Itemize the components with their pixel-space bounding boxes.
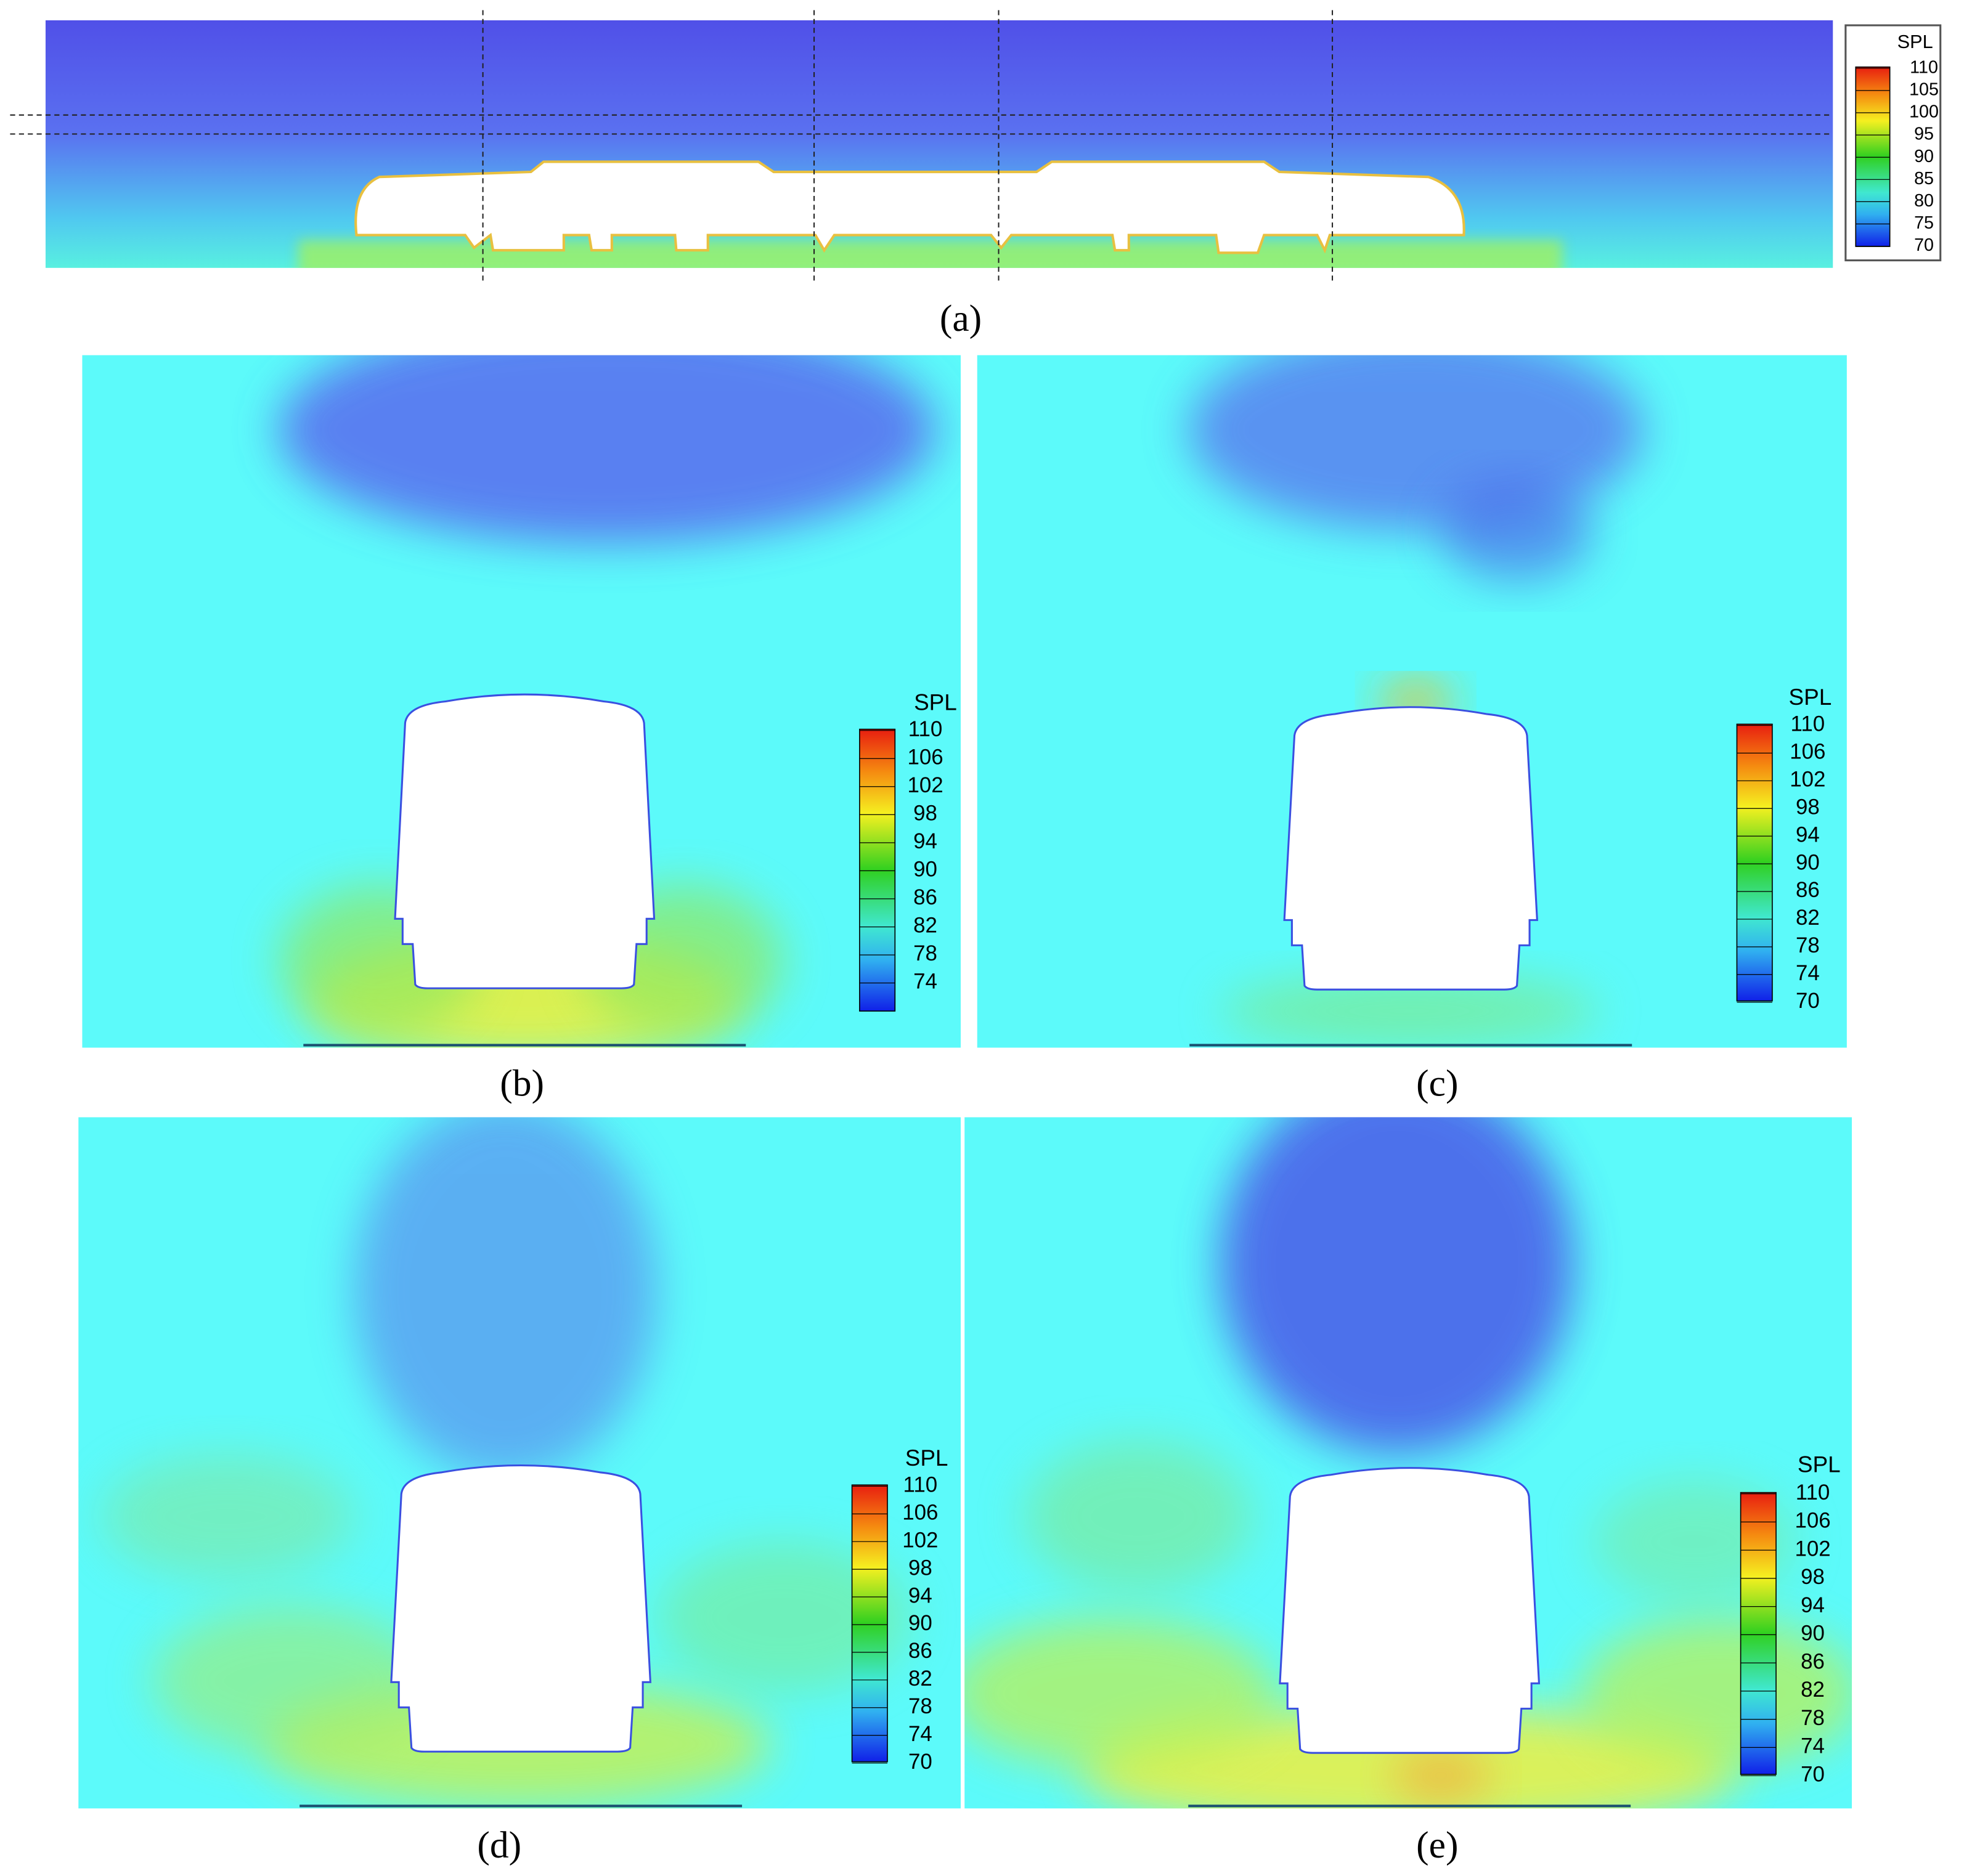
colorbar [1736, 723, 1773, 1002]
colorbar-tick-label: 106 [902, 1500, 938, 1524]
colorbar-tick-label: 74 [1796, 961, 1820, 985]
field-region [1390, 1750, 1492, 1801]
colorbar-tick-label: 86 [1796, 878, 1820, 902]
colorbar-tick-label: 95 [1914, 124, 1934, 144]
colorbar-tick-label: 102 [907, 773, 943, 797]
field-region [1024, 1440, 1252, 1593]
colorbar-tick-label: 110 [908, 717, 943, 741]
colorbar-tick-label: 82 [1801, 1678, 1825, 1702]
colorbar-tick-label: 102 [902, 1528, 938, 1552]
panel-label: (b) [500, 1062, 544, 1104]
colorbar-tick-label: 106 [907, 745, 943, 769]
colorbar-tick-label: 78 [1796, 933, 1820, 957]
colorbar-tick-label: 94 [1801, 1593, 1825, 1617]
colorbar-tick-label: 94 [1796, 822, 1820, 847]
colorbar-tick-label: 86 [913, 885, 937, 909]
colorbar-tick-label: 106 [1795, 1509, 1830, 1533]
contour-field [78, 1117, 961, 1809]
train-side [354, 160, 1465, 254]
field-region [1220, 973, 1599, 1048]
colorbar-tick-label: 100 [1909, 102, 1939, 122]
train-cross-section [1283, 706, 1538, 991]
ground-glow [298, 240, 1563, 268]
colorbar-tick-label: 74 [908, 1722, 932, 1746]
field-region [101, 1453, 354, 1580]
field-region [354, 1117, 658, 1479]
field-region [278, 355, 935, 544]
panel-label: (a) [940, 298, 982, 339]
colorbar-tick-label: 98 [1796, 795, 1820, 819]
contour-field [45, 20, 1833, 268]
train-cross-section [390, 1464, 652, 1753]
colorbar-tick-label: 98 [908, 1556, 932, 1580]
colorbar-tick-label: 75 [1914, 213, 1934, 233]
field-region [1220, 1117, 1574, 1453]
colorbar-tick-label: 105 [1909, 79, 1939, 99]
contour-field [964, 1117, 1852, 1809]
colorbar-tick-label: 70 [908, 1750, 932, 1774]
colorbar-tick-label: 90 [1801, 1622, 1825, 1646]
colorbar-tick-label: 90 [1796, 850, 1820, 874]
train-cross-section [1279, 1467, 1541, 1754]
colorbar-tick-label: 82 [1796, 906, 1820, 930]
colorbar [851, 1484, 888, 1763]
colorbar-tick-label: 94 [908, 1583, 932, 1607]
colorbar-tick-label: 70 [1796, 989, 1820, 1013]
field-region [964, 1617, 1277, 1769]
contour-field [977, 355, 1847, 1048]
colorbar-tick-label: 94 [913, 829, 937, 853]
field-region [1580, 1617, 1852, 1769]
panel: SPL 110 106 102 98 94 90 86 82 78 74 70 (e) [964, 1117, 1852, 1866]
panel-label: (c) [1416, 1062, 1458, 1104]
colorbar-tick-label: 110 [1796, 1480, 1830, 1504]
colorbar-tick-label: 110 [1910, 57, 1938, 77]
colorbar-tick-label: 98 [1801, 1565, 1825, 1589]
colorbar-tick-label: 86 [908, 1639, 932, 1663]
panel-label: (d) [477, 1824, 521, 1866]
contour-field [82, 355, 961, 1048]
colorbar-tick-label: 74 [913, 970, 937, 994]
colorbar-tick-label: 90 [1914, 147, 1934, 166]
colorbar [859, 728, 896, 1012]
legend-title: SPL [1789, 684, 1832, 710]
colorbar-tick-label: 80 [1914, 191, 1934, 211]
colorbar-tick-label: 82 [913, 914, 937, 938]
colorbar-tick-label: 78 [913, 941, 937, 965]
colorbar-tick-label: 110 [903, 1473, 938, 1497]
colorbar-tick-label: 70 [1801, 1762, 1825, 1786]
colorbar-tick-label: 82 [908, 1667, 932, 1691]
legend-title: SPL [914, 689, 957, 715]
field-region [1441, 480, 1593, 582]
colorbar [1855, 66, 1891, 247]
colorbar-tick-label: 78 [908, 1694, 932, 1718]
colorbar-tick-label: 85 [1914, 169, 1934, 189]
colorbar-tick-label: 106 [1790, 740, 1825, 764]
colorbar-tick-label: 98 [913, 802, 937, 826]
colorbar-tick-label: 86 [1801, 1649, 1825, 1673]
colorbar-tick-label: 90 [913, 858, 937, 882]
field-region [657, 1541, 910, 1694]
panel-label: (e) [1416, 1824, 1458, 1866]
field-region [152, 1605, 430, 1757]
train-cross-section [394, 693, 656, 989]
colorbar-tick-label: 74 [1801, 1734, 1825, 1758]
colorbar-tick-label: 70 [1914, 235, 1934, 255]
colorbar-tick-label: 110 [1791, 712, 1825, 736]
colorbar-tick-label: 90 [908, 1611, 932, 1635]
legend-title: SPL [905, 1445, 948, 1471]
colorbar-tick-label: 78 [1801, 1706, 1825, 1730]
colorbar-tick-label: 102 [1790, 768, 1825, 792]
colorbar-tick-label: 102 [1795, 1537, 1830, 1561]
legend-title: SPL [1897, 31, 1933, 52]
legend-title: SPL [1798, 1452, 1841, 1477]
colorbar [1740, 1492, 1777, 1775]
